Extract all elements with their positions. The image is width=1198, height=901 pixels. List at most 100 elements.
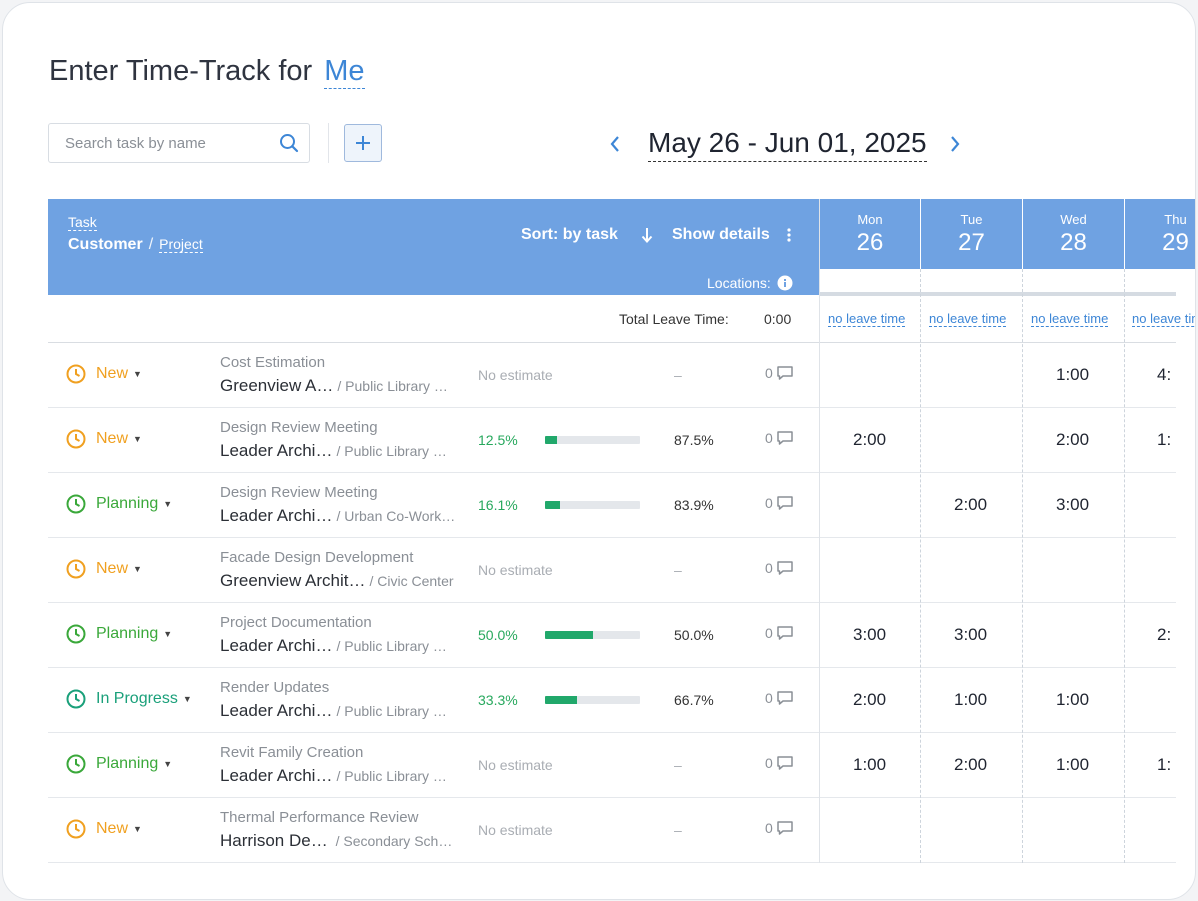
day-name: Wed [1060, 212, 1087, 227]
hours-cell[interactable]: 1:00 [954, 690, 988, 709]
clock-icon [66, 429, 86, 449]
day-header-mon: Mon 26 [820, 199, 920, 269]
progress-bar [545, 696, 640, 704]
no-leave-link-mon[interactable]: no leave time [828, 311, 906, 327]
search-input[interactable] [63, 134, 267, 153]
sort-button[interactable]: Sort: by task [521, 226, 618, 243]
comment-icon [777, 756, 793, 770]
add-task-button[interactable] [344, 124, 382, 162]
status-dropdown[interactable]: New ▼ [66, 364, 142, 384]
comment-count: 0 [765, 560, 773, 576]
progress-percent: 50.0% [478, 627, 518, 643]
customer-name: Greenview Archit… [220, 571, 366, 590]
table-row: New ▼ Thermal Performance Review Harrison D… [48, 798, 1176, 863]
comments-button[interactable]: 0 [765, 690, 794, 706]
status-dropdown[interactable]: New ▼ [66, 819, 142, 839]
comment-count: 0 [765, 495, 773, 511]
no-leave-link-wed[interactable]: no leave time [1031, 311, 1109, 327]
customer-project: Leader Archi… / Public Library … [220, 636, 447, 656]
info-icon[interactable] [777, 275, 793, 294]
prev-week-button[interactable] [603, 127, 627, 166]
project-header[interactable]: Project [159, 236, 203, 253]
comments-button[interactable]: 0 [765, 625, 794, 641]
date-range-picker[interactable]: May 26 - Jun 01, 2025 [648, 125, 927, 162]
hours-cell[interactable]: 1:00 [853, 755, 887, 774]
user-selector[interactable]: Me [324, 55, 365, 89]
next-week-button[interactable] [943, 127, 967, 166]
customer-project: Greenview Archit… / Civic Center [220, 571, 454, 591]
comments-button[interactable]: 0 [765, 495, 794, 511]
remaining-dash: – [674, 562, 682, 578]
hours-cell[interactable]: 1:00 [1056, 690, 1090, 709]
task-sort-header[interactable]: Task [68, 214, 97, 231]
status-dropdown[interactable]: In Progress ▼ [66, 689, 192, 709]
day-number: 27 [958, 229, 985, 256]
progress-bar [545, 436, 640, 444]
show-details-button[interactable]: Show details [672, 226, 770, 243]
status-label: New [96, 365, 129, 382]
locations-label: Locations: [707, 275, 771, 291]
hours-cell[interactable]: 1:00 [1056, 365, 1090, 384]
hours-cell[interactable]: 1: [1157, 755, 1172, 774]
hours-cell[interactable]: 1:00 [1056, 755, 1090, 774]
status-dropdown[interactable]: New ▼ [66, 429, 142, 449]
hours-cell[interactable]: 2: [1157, 625, 1172, 644]
task-name: Design Review Meeting [220, 484, 378, 501]
comments-button[interactable]: 0 [765, 430, 794, 446]
clock-icon [66, 559, 86, 579]
hours-cell[interactable]: 2:00 [1056, 430, 1090, 449]
chevron-left-icon [610, 136, 619, 152]
task-name: Project Documentation [220, 614, 372, 631]
caret-down-icon: ▼ [182, 694, 192, 704]
comments-button[interactable]: 0 [765, 820, 794, 836]
project-name: / Public Library … [336, 443, 447, 459]
status-label: New [96, 820, 129, 837]
hours-cell[interactable]: 2:00 [954, 755, 988, 774]
project-name: / Civic Center [369, 573, 454, 589]
no-leave-link-thu[interactable]: no leave time [1132, 312, 1195, 327]
caret-down-icon: ▼ [163, 759, 173, 769]
hours-cell[interactable]: 3:00 [1056, 495, 1090, 514]
progress-bar [545, 631, 640, 639]
status-dropdown[interactable]: Planning ▼ [66, 754, 172, 774]
comment-icon [777, 561, 793, 575]
remaining-percent: 50.0% [674, 627, 714, 643]
comment-icon [777, 691, 793, 705]
search-box [48, 123, 310, 163]
no-leave-link-tue[interactable]: no leave time [929, 311, 1007, 327]
no-estimate: No estimate [478, 822, 553, 838]
status-dropdown[interactable]: Planning ▼ [66, 624, 172, 644]
sort-arrow-icon[interactable] [640, 226, 654, 249]
remaining-percent: 83.9% [674, 497, 714, 513]
comments-button[interactable]: 0 [765, 755, 794, 771]
status-dropdown[interactable]: Planning ▼ [66, 494, 172, 514]
day-header-tue: Tue 27 [921, 199, 1022, 269]
no-estimate: No estimate [478, 562, 553, 578]
day-number: 29 [1162, 229, 1189, 256]
hours-cell[interactable]: 2:00 [954, 495, 988, 514]
locations-toggle[interactable]: Locations: [707, 275, 793, 294]
more-options-icon[interactable] [786, 226, 792, 249]
day-name: Tue [960, 212, 983, 227]
customer-name: Leader Archi… [220, 441, 333, 460]
clock-icon [66, 754, 86, 774]
comment-count: 0 [765, 625, 773, 641]
hours-cell[interactable]: 4: [1157, 365, 1172, 384]
remaining-dash: – [674, 367, 682, 383]
status-label: Planning [96, 495, 159, 512]
grid-divider [920, 269, 921, 863]
project-name: / Public Library … [336, 703, 447, 719]
search-icon[interactable] [279, 133, 299, 158]
no-estimate: No estimate [478, 367, 553, 383]
hours-cell[interactable]: 3:00 [954, 625, 988, 644]
toolbar-divider [328, 123, 329, 163]
hours-cell[interactable]: 2:00 [853, 690, 887, 709]
comments-button[interactable]: 0 [765, 365, 794, 381]
hours-cell[interactable]: 1: [1157, 430, 1172, 449]
hours-cell[interactable]: 3:00 [853, 625, 887, 644]
status-dropdown[interactable]: New ▼ [66, 559, 142, 579]
hours-cell[interactable]: 2:00 [853, 430, 887, 449]
comments-button[interactable]: 0 [765, 560, 794, 576]
comment-count: 0 [765, 820, 773, 836]
header-separator: / [148, 236, 154, 253]
